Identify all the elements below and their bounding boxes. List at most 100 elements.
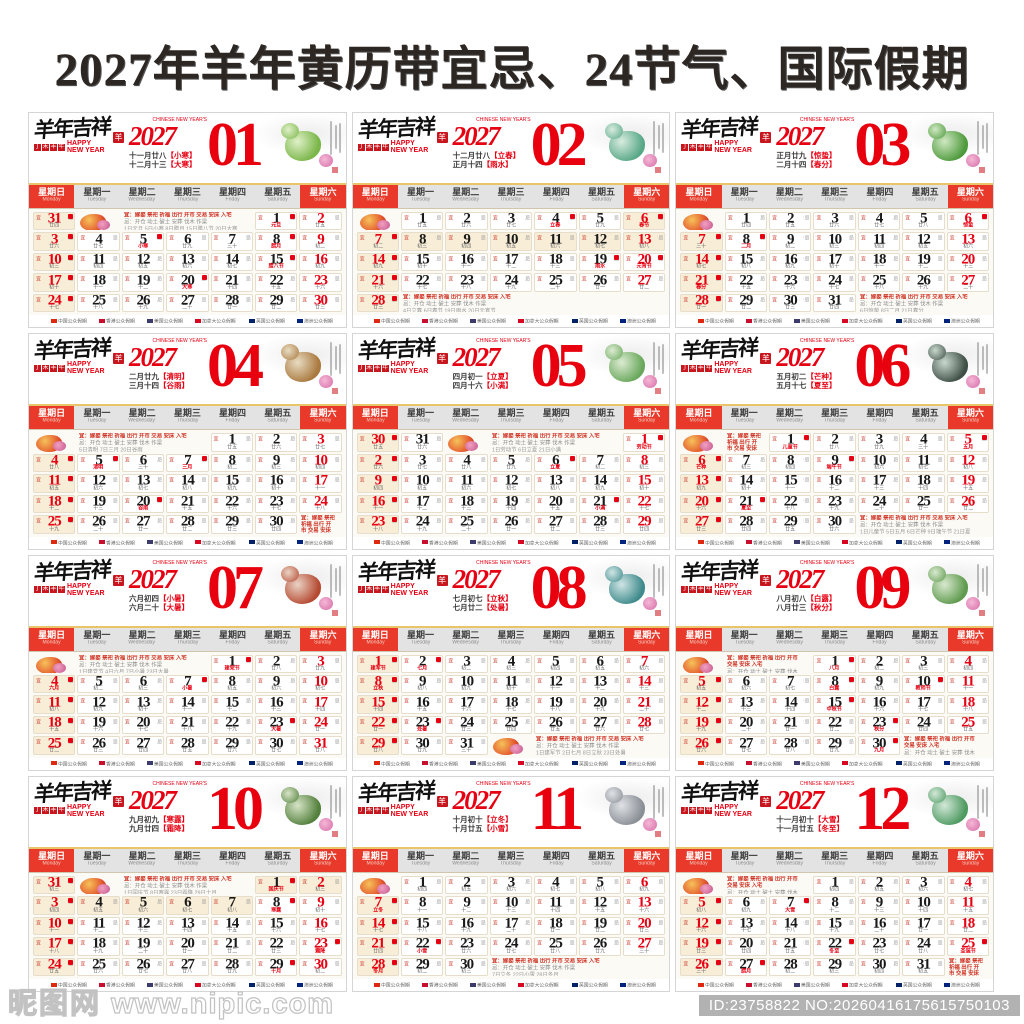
brand-block: 羊年吉祥丁未羊年 HAPPY NEW YEAR 羊 <box>33 336 126 375</box>
date-number: 5 <box>95 453 102 469</box>
flag-icon <box>50 982 57 987</box>
notes-good-text: 宜：嫁娶 祭祀 祈福 出行 开市 交易 安床 入宅 <box>403 294 511 301</box>
date-cell: 宜嫁娶祭祀祈福出行忌动土安葬开市纳畜19十二 <box>121 273 165 292</box>
date-number: 8 <box>418 232 426 248</box>
almanac-bad-micro: 忌动土安葬开市纳畜 <box>333 215 340 220</box>
lunar-label: 初六 <box>505 887 517 893</box>
holiday-badge-icon <box>290 234 296 240</box>
lunar-label: 廿三 <box>226 526 237 532</box>
date-number: 13 <box>739 695 753 711</box>
solar-term-line: 七月廿二【处暑】 <box>452 602 513 612</box>
date-cell: 宜嫁娶祭祀祈福出行忌动土安葬开市纳畜3廿九 <box>299 654 342 673</box>
date-cell: 宜嫁娶祭祀祈福出行忌动土安葬开市纳畜31三十 <box>445 736 488 755</box>
date-number: 14 <box>783 916 798 932</box>
date-cell: 宜嫁娶祭祀祈福出行忌动土安葬开市纳畜1廿五 <box>401 212 444 231</box>
almanac-good-micro: 宜嫁娶祭祀祈福出行 <box>859 960 866 966</box>
almanac-bad-micro: 忌动土安葬开市纳畜 <box>111 739 118 745</box>
year-tagline: CHINESE NEW YEAR'S <box>476 559 531 566</box>
date-cell: 宜嫁娶祭祀祈福出行忌动土安葬开市纳畜24廿三 <box>445 715 488 735</box>
almanac-bad-micro: 忌动土安葬开市纳畜 <box>803 235 810 241</box>
date-cell: 宜嫁娶祭祀祈福出行忌动土安葬开市纳畜16初九 <box>769 252 812 272</box>
lunar-label: 初五 <box>696 686 707 692</box>
date-cell: 宜嫁娶祭祀祈福出行忌动土安葬开市纳畜17十二 <box>489 252 533 272</box>
year-2027: 2027 <box>129 342 177 373</box>
weekday-zh: 星期五 <box>587 408 615 419</box>
lunar-label: 大寒 <box>182 284 193 290</box>
flag-icon <box>841 540 848 544</box>
almanac-good-micro: 宜嫁娶祭祀祈福出行 <box>212 477 219 483</box>
holiday-badge-icon <box>392 435 398 441</box>
lunar-label: 十五 <box>270 284 282 290</box>
date-number: 27 <box>695 515 709 530</box>
date-cell: 宜嫁娶祭祀祈福出行忌动土安葬开市纳畜11初四 <box>857 232 901 251</box>
date-number: 22 <box>415 273 430 289</box>
weekday-en: Tuesday <box>87 197 107 203</box>
date-number: 13 <box>136 695 150 711</box>
legend-item: 香港公众假期 <box>98 759 142 768</box>
almanac-good-micro: 宜嫁娶祭祀祈福出行 <box>771 960 778 966</box>
legend-item: 美国公众假期 <box>793 759 837 768</box>
weekday-en: Saturday <box>267 860 288 866</box>
legend-item: 香港公众假期 <box>422 759 465 768</box>
lunar-label: 廿二 <box>594 928 605 934</box>
legend-label: 澳洲公众假期 <box>950 983 980 989</box>
legend-label: 加拿大公众假期 <box>201 319 236 325</box>
lunar-label: 廿一 <box>226 305 237 311</box>
almanac-good-micro: 宜嫁娶祭祀祈福出行 <box>168 518 175 524</box>
day-grid: 宜嫁娶祭祀祈福出行忌动土安葬开市纳畜1初四宜嫁娶祭祀祈福出行忌动土安葬开市纳畜2… <box>352 872 670 979</box>
almanac-good-micro: 宜嫁娶祭祀祈福出行 <box>771 940 778 946</box>
date-number: 4 <box>463 453 470 469</box>
almanac-notes: 宜：嫁娶 祭祀 祈福 出行 开市 交易 安床 入宅忌：开仓 动土 破土 安葬 伐… <box>77 433 208 451</box>
date-number: 6 <box>184 896 191 911</box>
date-cell: 宜嫁娶祭祀祈福出行忌动土安葬开市纳畜8立秋 <box>356 674 400 694</box>
lunar-label: 十七 <box>505 706 517 712</box>
happy-line: NEW YEAR <box>390 589 429 597</box>
art-blob <box>928 344 947 361</box>
month-panel-06: 羊年吉祥丁未羊年 HAPPY NEW YEAR 羊 CHINESE NEW YEAR'S… <box>675 333 994 550</box>
date-cell: 宜嫁娶祭祀祈福出行忌动土安葬开市纳畜25十九 <box>33 515 76 534</box>
weekday-cell: 星期四 Friday <box>857 406 902 429</box>
date-cell: 宜嫁娶祭祀祈福出行忌动土安葬开市纳畜8十一 <box>401 896 444 915</box>
almanac-good-micro: 宜嫁娶祭祀祈福出行 <box>403 657 410 663</box>
holiday-badge-icon <box>392 697 398 703</box>
lunar-label: 初七 <box>594 243 605 250</box>
date-number: 17 <box>47 273 62 289</box>
lunar-label: 廿八 <box>918 948 929 954</box>
almanac-bad-micro: 忌动土安葬开市纳畜 <box>289 296 296 302</box>
holiday-badge-icon <box>981 435 987 441</box>
almanac-good-micro: 宜嫁娶祭祀祈福出行 <box>447 698 454 704</box>
date-number: 25 <box>92 957 106 973</box>
date-cell: 宜嫁娶祭祀祈福出行忌动土安葬开市纳畜21小满 <box>578 494 621 514</box>
weekday-cell: 星期四 Friday <box>210 628 255 651</box>
legend-label: 中国公众假期 <box>381 319 411 325</box>
lunar-label: 十九 <box>696 727 707 733</box>
almanac-good-micro: 宜嫁娶祭祀祈福出行 <box>35 255 41 261</box>
almanac-good-micro: 宜嫁娶祭祀祈福出行 <box>301 878 308 884</box>
almanac-bad-micro: 忌动土安葬开市纳畜 <box>936 960 943 966</box>
weekday-cell: 星期六 Sunday <box>624 848 670 872</box>
almanac-good-micro: 宜嫁娶祭祀祈福出行 <box>403 436 410 442</box>
era-box-char: 未 <box>365 807 373 815</box>
month-number: 02 <box>530 112 588 179</box>
weekday-cell: 星期五 Saturday <box>255 185 300 208</box>
date-cell: 宜嫁娶祭祀祈福出行忌动土安葬开市纳畜10初九 <box>445 674 488 694</box>
date-cell: 宜嫁娶祭祀祈福出行忌动土安葬开市纳畜21十八 <box>166 715 209 735</box>
date-number: 8 <box>787 453 794 469</box>
lunar-label: 初八 <box>740 264 751 270</box>
almanac-bad-micro: 忌动土安葬开市纳畜 <box>289 698 296 704</box>
almanac-bad-micro: 忌动土安葬开市纳畜 <box>612 477 619 483</box>
weekday-cell: 星期六 Sunday <box>947 848 993 872</box>
lunar-label: 初二 <box>461 665 472 672</box>
almanac-good-micro: 宜嫁娶祭祀祈福出行 <box>403 477 410 483</box>
almanac-good-micro: 宜嫁娶祭祀祈福出行 <box>403 235 410 241</box>
date-cell: 宜嫁娶祭祀祈福出行忌动土安葬开市纳畜28廿三 <box>578 515 621 534</box>
almanac-bad-micro: 忌动土安葬开市纳畜 <box>759 677 766 683</box>
almanac-bad-micro: 忌动土安葬开市纳畜 <box>803 677 810 683</box>
almanac-bad-micro: 忌动土安葬开市纳畜 <box>612 456 619 462</box>
date-cell: 宜嫁娶祭祀祈福出行忌动土安葬开市纳畜22廿一 <box>356 715 400 735</box>
almanac-bad-micro: 忌动土安葬开市纳畜 <box>936 657 943 663</box>
lunar-label: 十四 <box>226 284 237 290</box>
almanac-good-micro: 宜嫁娶祭祀祈福出行 <box>948 919 955 925</box>
legend-item: 加拿大公众假期 <box>841 759 891 768</box>
holiday-badge-icon <box>893 717 899 723</box>
